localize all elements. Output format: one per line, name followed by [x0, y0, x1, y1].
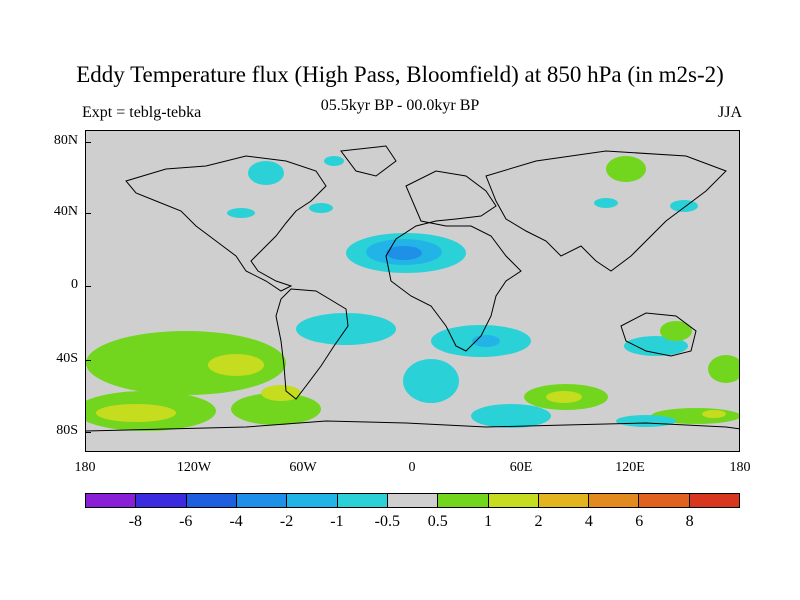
experiment-label: Expt = teblg-tebka [82, 104, 202, 121]
lat-tick [85, 360, 91, 361]
coast-north-america [125, 155, 327, 292]
anomaly-south-pacific-mid [261, 385, 301, 401]
map-panel [85, 130, 740, 452]
anomaly-japan [670, 200, 698, 212]
colorbar-box [236, 494, 288, 507]
anomaly-hudson [248, 161, 284, 185]
anomaly-greenland [227, 208, 255, 218]
coast-europe-africa [385, 170, 522, 352]
anomaly-south-indian [403, 359, 459, 403]
lat-label: 0 [71, 277, 78, 292]
colorbar-label: -0.5 [374, 513, 400, 530]
anomaly-antarctic-pacific-inner [702, 410, 726, 418]
colorbar [85, 493, 740, 508]
colorbar-label: 0.5 [427, 513, 448, 530]
colorbar-box [287, 494, 338, 507]
lat-label: 80N [53, 133, 78, 148]
colorbar-box [86, 494, 137, 507]
lat-label: 40S [56, 351, 78, 366]
lat-tick [85, 213, 91, 214]
anomaly-antarctic-blue [616, 415, 676, 427]
coast-south-america [275, 288, 349, 400]
colorbar-box [488, 494, 539, 507]
colorbar-label: -6 [179, 513, 193, 530]
lon-label: 120E [615, 460, 645, 475]
anomaly-south-indian-2 [471, 404, 551, 428]
anomaly-australia-pos [660, 321, 692, 341]
map-canvas [86, 145, 739, 432]
colorbar-box [186, 494, 237, 507]
colorbar-label: 6 [635, 513, 644, 530]
colorbar-box [538, 494, 590, 507]
lon-label: 180 [729, 460, 751, 475]
lon-label: 60W [289, 460, 317, 475]
colorbar-label: 8 [685, 513, 694, 530]
lon-label: 180 [74, 460, 96, 475]
colorbar-box [689, 494, 740, 507]
colorbar-label: -1 [330, 513, 344, 530]
colorbar-box [337, 494, 388, 507]
coast-antarctica [86, 420, 739, 432]
anomaly-labrador [324, 156, 344, 166]
coast-australia [620, 312, 697, 357]
colorbar-label: -2 [279, 513, 294, 530]
colorbar-label: 4 [584, 513, 593, 530]
lat-label: 80S [56, 423, 78, 438]
anomaly-south-pacific-inner [208, 354, 264, 376]
anomaly-south-pacific-far-inner [96, 404, 176, 422]
anomaly-drake [231, 393, 321, 425]
colorbar-label: -4 [229, 513, 243, 530]
anomaly-china [594, 198, 618, 208]
colorbar-box [136, 494, 187, 507]
chart-title: Eddy Temperature flux (High Pass, Bloomf… [76, 62, 724, 87]
anomaly-tasman [708, 355, 739, 383]
colorbar-box [438, 494, 489, 507]
colorbar-box [639, 494, 690, 507]
anomaly-north-africa-inner [386, 246, 422, 260]
anomaly-siberia [606, 156, 646, 182]
lat-tick [85, 286, 91, 287]
period-label: 05.5kyr BP - 00.0kyr BP [320, 97, 480, 114]
anomaly-southern-indian-inner [546, 391, 582, 403]
coast-greenland [340, 145, 397, 177]
lat-tick [85, 142, 91, 143]
anomaly-patches [86, 156, 739, 431]
lon-label: 120W [176, 460, 212, 475]
lon-label: 60E [509, 460, 533, 475]
coastlines [86, 145, 739, 432]
colorbar-label: 1 [484, 513, 493, 530]
coast-asia [485, 150, 727, 272]
colorbar-label: -8 [128, 513, 143, 530]
anomaly-atlantic-small [309, 203, 333, 213]
anomaly-australia [624, 336, 688, 356]
anomaly-south-pacific-outer [86, 331, 286, 395]
lat-label: 40N [53, 204, 78, 219]
lat-tick [85, 432, 91, 433]
colorbar-box [387, 494, 439, 507]
colorbar-box [589, 494, 640, 507]
season-label: JJA [717, 104, 742, 121]
colorbar-label: 2 [534, 513, 543, 530]
lon-label: 0 [408, 460, 416, 475]
